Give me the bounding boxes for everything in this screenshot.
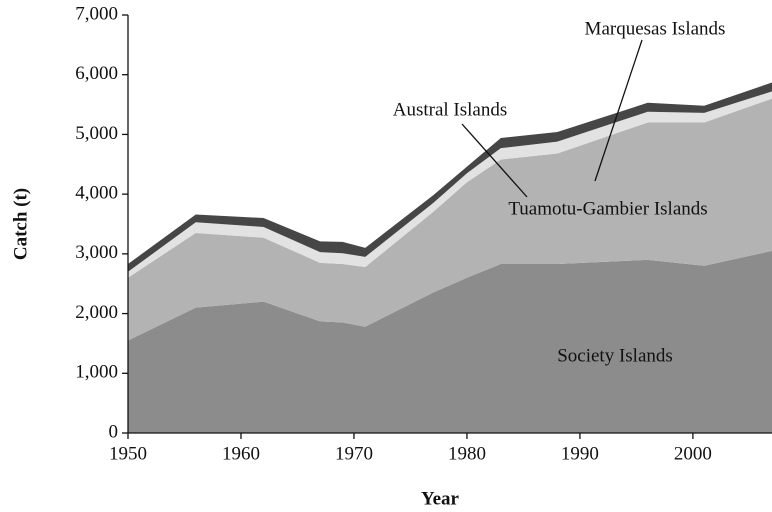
x-tick-label: 1970 <box>335 443 373 464</box>
y-tick-label: 0 <box>109 421 119 442</box>
y-tick-label: 3,000 <box>75 242 118 263</box>
series-label: Tuamotu-Gambier Islands <box>508 198 707 219</box>
x-tick-label: 1980 <box>448 443 486 464</box>
y-tick-label: 5,000 <box>75 123 118 144</box>
series-label: Austral Islands <box>393 99 508 120</box>
y-tick-label: 6,000 <box>75 63 118 84</box>
x-tick-label: 1990 <box>561 443 599 464</box>
y-tick-label: 4,000 <box>75 183 118 204</box>
x-tick-label: 1960 <box>222 443 260 464</box>
area <box>128 250 772 433</box>
areas <box>128 82 772 433</box>
x-tick-label: 2000 <box>674 443 712 464</box>
area <box>128 98 772 341</box>
y-tick-label: 2,000 <box>75 302 118 323</box>
y-tick-label: 7,000 <box>75 3 118 24</box>
y-axis-label: Catch (t) <box>10 188 31 260</box>
series-label: Marquesas Islands <box>585 18 726 39</box>
austral-pointer <box>461 123 528 198</box>
marquesas-pointer <box>594 39 643 182</box>
x-tick-label: 1950 <box>109 443 147 464</box>
series-label: Society Islands <box>557 345 673 366</box>
y-tick-label: 1,000 <box>75 362 118 383</box>
x-axis-label: Year <box>421 488 460 509</box>
